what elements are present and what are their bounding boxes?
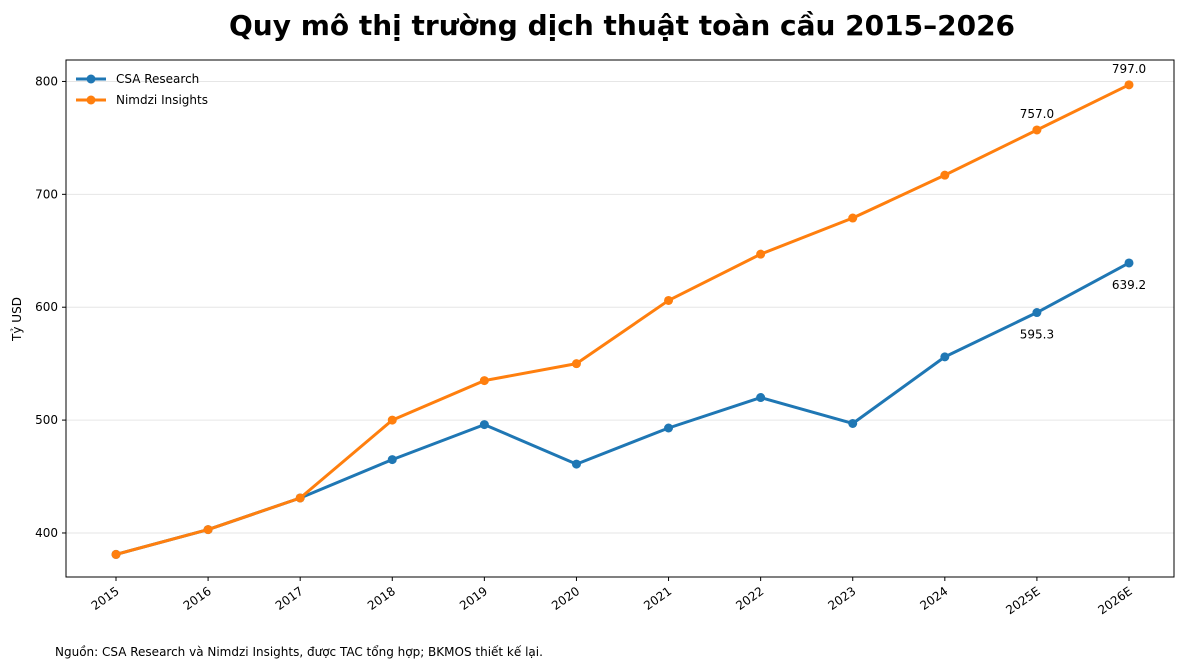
data-label: 595.3 [1020,328,1054,342]
data-point [571,459,581,469]
data-point [940,352,950,362]
source-note: Nguồn: CSA Research và Nimdzi Insights, … [55,645,543,659]
x-tick-label: 2025E [1003,584,1042,617]
x-tick-label: 2023 [825,584,858,613]
data-point [664,295,674,305]
y-tick-label: 800 [35,74,58,88]
x-tick-label: 2024 [917,584,950,613]
x-tick-label: 2021 [641,584,674,613]
data-point [664,423,674,433]
data-label: 639.2 [1112,278,1146,292]
data-point [940,170,950,180]
legend-label: CSA Research [116,72,199,86]
x-tick-label: 2018 [365,584,398,613]
data-point [1032,125,1042,135]
data-point [387,455,397,465]
plot-area-frame [65,59,1175,578]
data-point [295,493,305,503]
y-tick-label: 600 [35,300,58,314]
data-label: 757.0 [1020,107,1054,121]
y-tick-label: 500 [35,413,58,427]
legend-swatch-marker [86,95,96,105]
y-axis-label: Tỷ USD [10,297,24,342]
chart-title: Quy mô thị trường dịch thuật toàn cầu 20… [229,9,1015,42]
series-layer [111,80,1134,559]
legend-swatch-marker [86,74,96,84]
x-tick-label: 2022 [733,584,766,613]
data-point [756,249,766,259]
x-tick-label: 2019 [457,584,490,613]
x-tick-label: 2016 [181,584,214,613]
data-point [848,213,858,223]
legend: CSA Research Nimdzi Insights [76,72,208,107]
x-tick-label: 2020 [549,584,582,613]
data-labels: 595.3 639.2 757.0 797.0 [1020,62,1146,342]
data-point [387,415,397,425]
series-line-1 [114,83,1131,556]
x-tick-label: 2026E [1095,584,1134,617]
y-tick-label: 700 [35,187,58,201]
data-point [756,393,766,403]
x-tick-label: 2017 [273,584,306,613]
data-point [848,418,858,428]
data-point [479,420,489,430]
data-point [1032,308,1042,318]
data-point [1124,80,1134,90]
legend-label: Nimdzi Insights [116,93,208,107]
data-point [571,359,581,369]
data-point [479,376,489,386]
data-point [111,549,121,559]
x-tick-label: 2015 [89,584,122,613]
grid [66,80,1174,534]
data-point [203,525,213,535]
y-tick-label: 400 [35,526,58,540]
data-label: 797.0 [1112,62,1146,76]
data-point [1124,258,1134,268]
series-line-0 [114,261,1131,556]
